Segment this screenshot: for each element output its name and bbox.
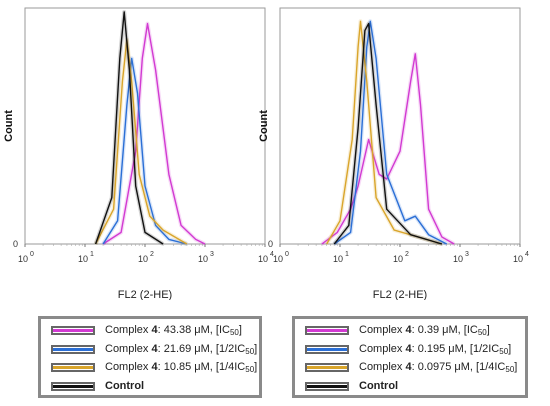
series-line [333,22,443,245]
x-tick-exponent: 0 [30,251,34,258]
x-axis-label: FL2 (2-HE) [118,289,172,300]
legend-item: Complex 4: 10.85 μM, [1/4IC50] [51,359,257,376]
legend-swatch [305,381,349,391]
y-axis-label: Count [3,110,15,142]
x-tick-label: 10 [78,254,88,264]
legend-right: Complex 4: 0.39 μM, [IC50] Complex 4: 0.1… [292,316,528,398]
x-tick-label: 10 [453,254,463,264]
legend-label: Control [359,379,399,392]
x-tick-exponent: 3 [210,251,214,258]
x-axis-label: FL2 (2-HE) [373,289,427,300]
legend-swatch [51,344,95,354]
legend-item: Complex 4: 0.195 μM, [1/2IC50] [305,341,511,358]
x-tick-label: 10 [513,254,523,264]
series-line [102,22,206,245]
x-tick-exponent: 1 [90,251,94,258]
legend-swatch [51,381,95,391]
x-tick-label: 10 [273,254,283,264]
x-tick-label: 10 [258,254,268,264]
legend-item: Control [51,378,144,395]
legend-item: Complex 4: 0.0975 μM, [1/4IC50] [305,359,517,376]
x-tick-exponent: 1 [345,251,349,258]
x-tick-label: 10 [138,254,148,264]
legend-label: Complex 4: 0.39 μM, [IC50] [359,324,490,337]
x-tick-exponent: 2 [150,251,154,258]
legend-label: Complex 4: 10.85 μM, [1/4IC50] [105,361,258,374]
x-tick-exponent: 4 [270,251,274,258]
series-line [94,39,188,245]
series-line [333,20,448,245]
y-axis-label: Count [258,110,270,142]
y-tick-label: 0 [13,239,18,249]
legend-label: Complex 4: 0.195 μM, [1/2IC50] [359,342,512,356]
legend-swatch [305,326,349,335]
legend-label: Complex 4: 0.0975 μM, [1/4IC50] [359,361,518,374]
series-line [321,53,455,245]
x-tick-label: 10 [18,254,28,264]
legend-swatch [51,326,95,335]
legend-swatch [305,344,349,354]
x-tick-exponent: 4 [525,251,529,258]
x-tick-exponent: 2 [405,251,409,258]
x-tick-exponent: 3 [465,251,469,258]
x-tick-exponent: 0 [285,251,289,258]
legend-left: Complex 4: 43.38 μM, [IC50] Complex 4: 21… [38,316,262,398]
series-line [94,11,164,245]
x-tick-label: 10 [333,254,343,264]
legend-item: Control [305,378,398,395]
legend-item: Complex 4: 43.38 μM, [IC50] [51,322,242,339]
series-line [102,57,188,245]
y-tick-label: 0 [268,239,273,249]
x-tick-label: 10 [393,254,403,264]
legend-item: Complex 4: 21.69 μM, [1/2IC50] [51,341,257,358]
legend-label: Control [105,379,145,392]
legend-swatch [305,363,349,372]
legend-swatch [51,363,95,372]
legend-label: Complex 4: 43.38 μM, [IC50] [105,324,242,337]
legend-label: Complex 4: 21.69 μM, [1/2IC50] [105,342,258,356]
legend-item: Complex 4: 0.39 μM, [IC50] [305,322,490,339]
x-tick-label: 10 [198,254,208,264]
